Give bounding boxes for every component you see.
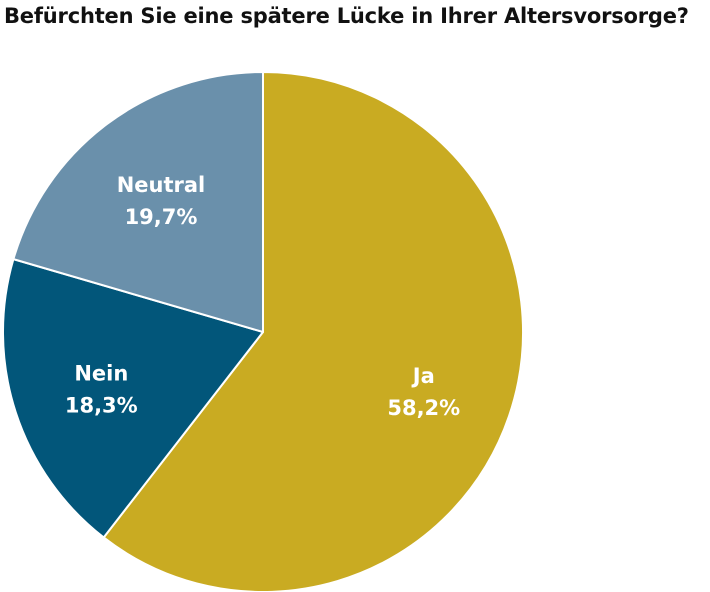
pie-slice-neutral (12, 71, 264, 333)
slice-value-neutral: 19,7% (125, 205, 198, 229)
slice-label-neutral: Neutral (117, 173, 206, 197)
chart-title: Befürchten Sie eine spätere Lücke in Ihr… (4, 4, 689, 28)
pie-slice-nein (2, 258, 264, 539)
slice-label-nein: Nein (74, 361, 128, 385)
slice-label-ja: Ja (411, 364, 435, 388)
slice-value-nein: 18,3% (65, 393, 138, 417)
slice-value-ja: 58,2% (387, 396, 460, 420)
pie-slice-ja (102, 71, 524, 592)
